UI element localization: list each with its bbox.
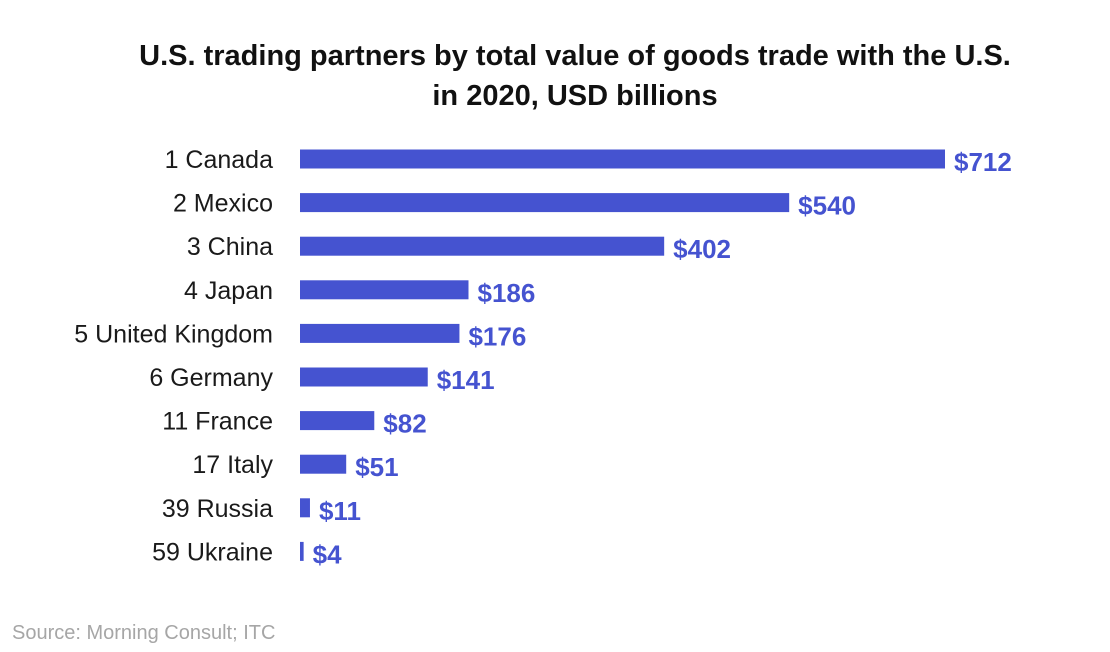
value-label: $82 xyxy=(383,409,426,439)
category-label: 5 United Kingdom xyxy=(74,320,273,348)
bar xyxy=(300,498,310,518)
value-label: $540 xyxy=(798,191,856,221)
bar xyxy=(300,236,665,256)
category-label: 3 China xyxy=(187,233,273,261)
bar xyxy=(300,541,304,561)
category-label: 4 Japan xyxy=(184,277,273,305)
chart-title-line-1: U.S. trading partners by total value of … xyxy=(139,40,1011,72)
value-label: $176 xyxy=(468,321,526,351)
bar xyxy=(300,323,460,343)
bar xyxy=(300,280,469,300)
value-label: $11 xyxy=(319,496,361,526)
category-label: 1 Canada xyxy=(165,146,274,174)
category-label: 39 Russia xyxy=(162,495,273,523)
value-label: $712 xyxy=(954,147,1012,177)
value-label: $4 xyxy=(313,539,342,569)
bar xyxy=(300,454,347,474)
chart-title: U.S. trading partners by total value of … xyxy=(0,36,1110,116)
value-label: $186 xyxy=(477,278,535,308)
bar xyxy=(300,411,375,431)
bar-chart: 1 Canada $712 2 Mexico $540 3 China $402 4 Jap… xyxy=(74,146,1012,569)
value-label: $141 xyxy=(437,365,495,395)
category-label: 6 Germany xyxy=(149,364,273,392)
chart-title-line-2: in 2020, USD billions xyxy=(432,80,718,112)
category-label: 11 France xyxy=(162,408,273,436)
value-label: $51 xyxy=(355,452,398,482)
bar xyxy=(300,149,945,169)
value-label: $402 xyxy=(673,234,731,264)
bar xyxy=(300,367,428,387)
bar xyxy=(300,193,790,213)
category-label: 2 Mexico xyxy=(173,190,273,218)
category-label: 17 Italy xyxy=(192,451,273,479)
source-note: Source: Morning Consult; ITC xyxy=(12,622,276,644)
category-label: 59 Ukraine xyxy=(152,538,273,566)
